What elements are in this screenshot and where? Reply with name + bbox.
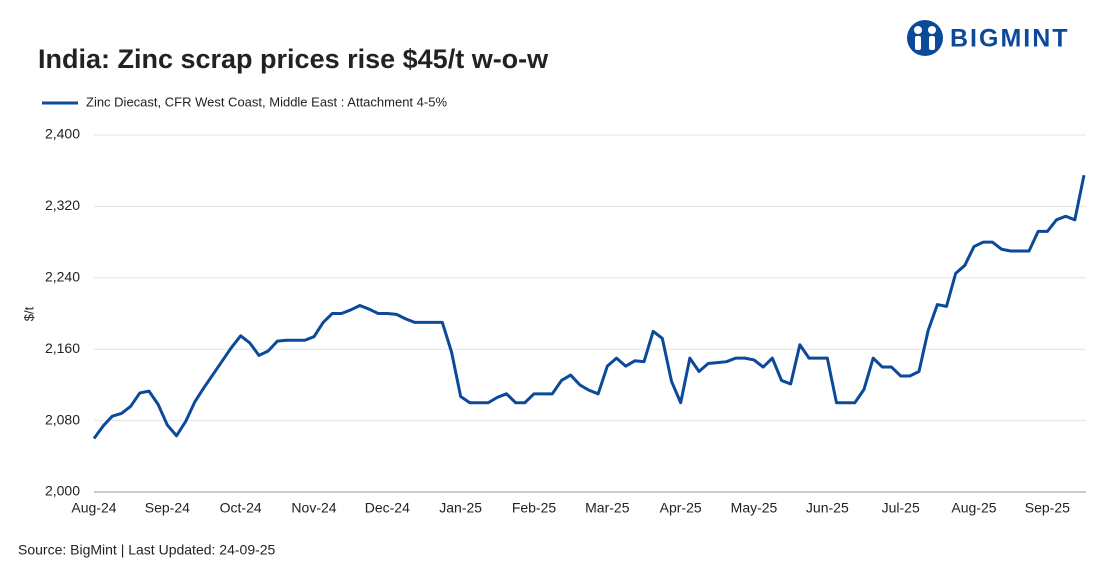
y-tick-label: 2,240: [45, 269, 80, 285]
x-tick-label: Oct-24: [220, 500, 262, 516]
y-tick-label: 2,400: [45, 126, 80, 142]
source-note: Source: BigMint | Last Updated: 24-09-25: [18, 542, 276, 558]
price-line: [92, 174, 1086, 440]
y-axis-title: $/t: [21, 306, 36, 321]
x-tick-label: Aug-25: [951, 500, 996, 516]
logo-icon-head: [928, 26, 936, 34]
x-tick-label: Apr-25: [660, 500, 702, 516]
y-tick-label: 2,080: [45, 411, 80, 427]
y-tick-label: 2,000: [45, 483, 80, 499]
brand-logo: BIGMINT: [907, 20, 1070, 56]
logo-icon-head: [914, 26, 922, 34]
logo-icon: [907, 20, 943, 56]
x-tick-label: Mar-25: [585, 500, 630, 516]
chart-title: India: Zinc scrap prices rise $45/t w-o-…: [38, 44, 549, 74]
x-tick-label: Sep-24: [145, 500, 190, 516]
x-tick-label: Nov-24: [291, 500, 336, 516]
x-tick-label: Jul-25: [882, 500, 920, 516]
x-tick-label: Jan-25: [439, 500, 482, 516]
x-tick-label: Sep-25: [1025, 500, 1070, 516]
y-tick-label: 2,160: [45, 340, 80, 356]
brand-name: BIGMINT: [950, 25, 1070, 53]
legend-label: Zinc Diecast, CFR West Coast, Middle Eas…: [86, 94, 447, 109]
logo-icon-body: [915, 36, 921, 50]
x-tick-label: May-25: [731, 500, 778, 516]
x-tick-label: Dec-24: [365, 500, 410, 516]
x-tick-label: Jun-25: [806, 500, 849, 516]
y-tick-label: 2,320: [45, 197, 80, 213]
x-tick-label: Aug-24: [71, 500, 116, 516]
x-tick-label: Feb-25: [512, 500, 557, 516]
logo-icon-body: [929, 36, 935, 50]
